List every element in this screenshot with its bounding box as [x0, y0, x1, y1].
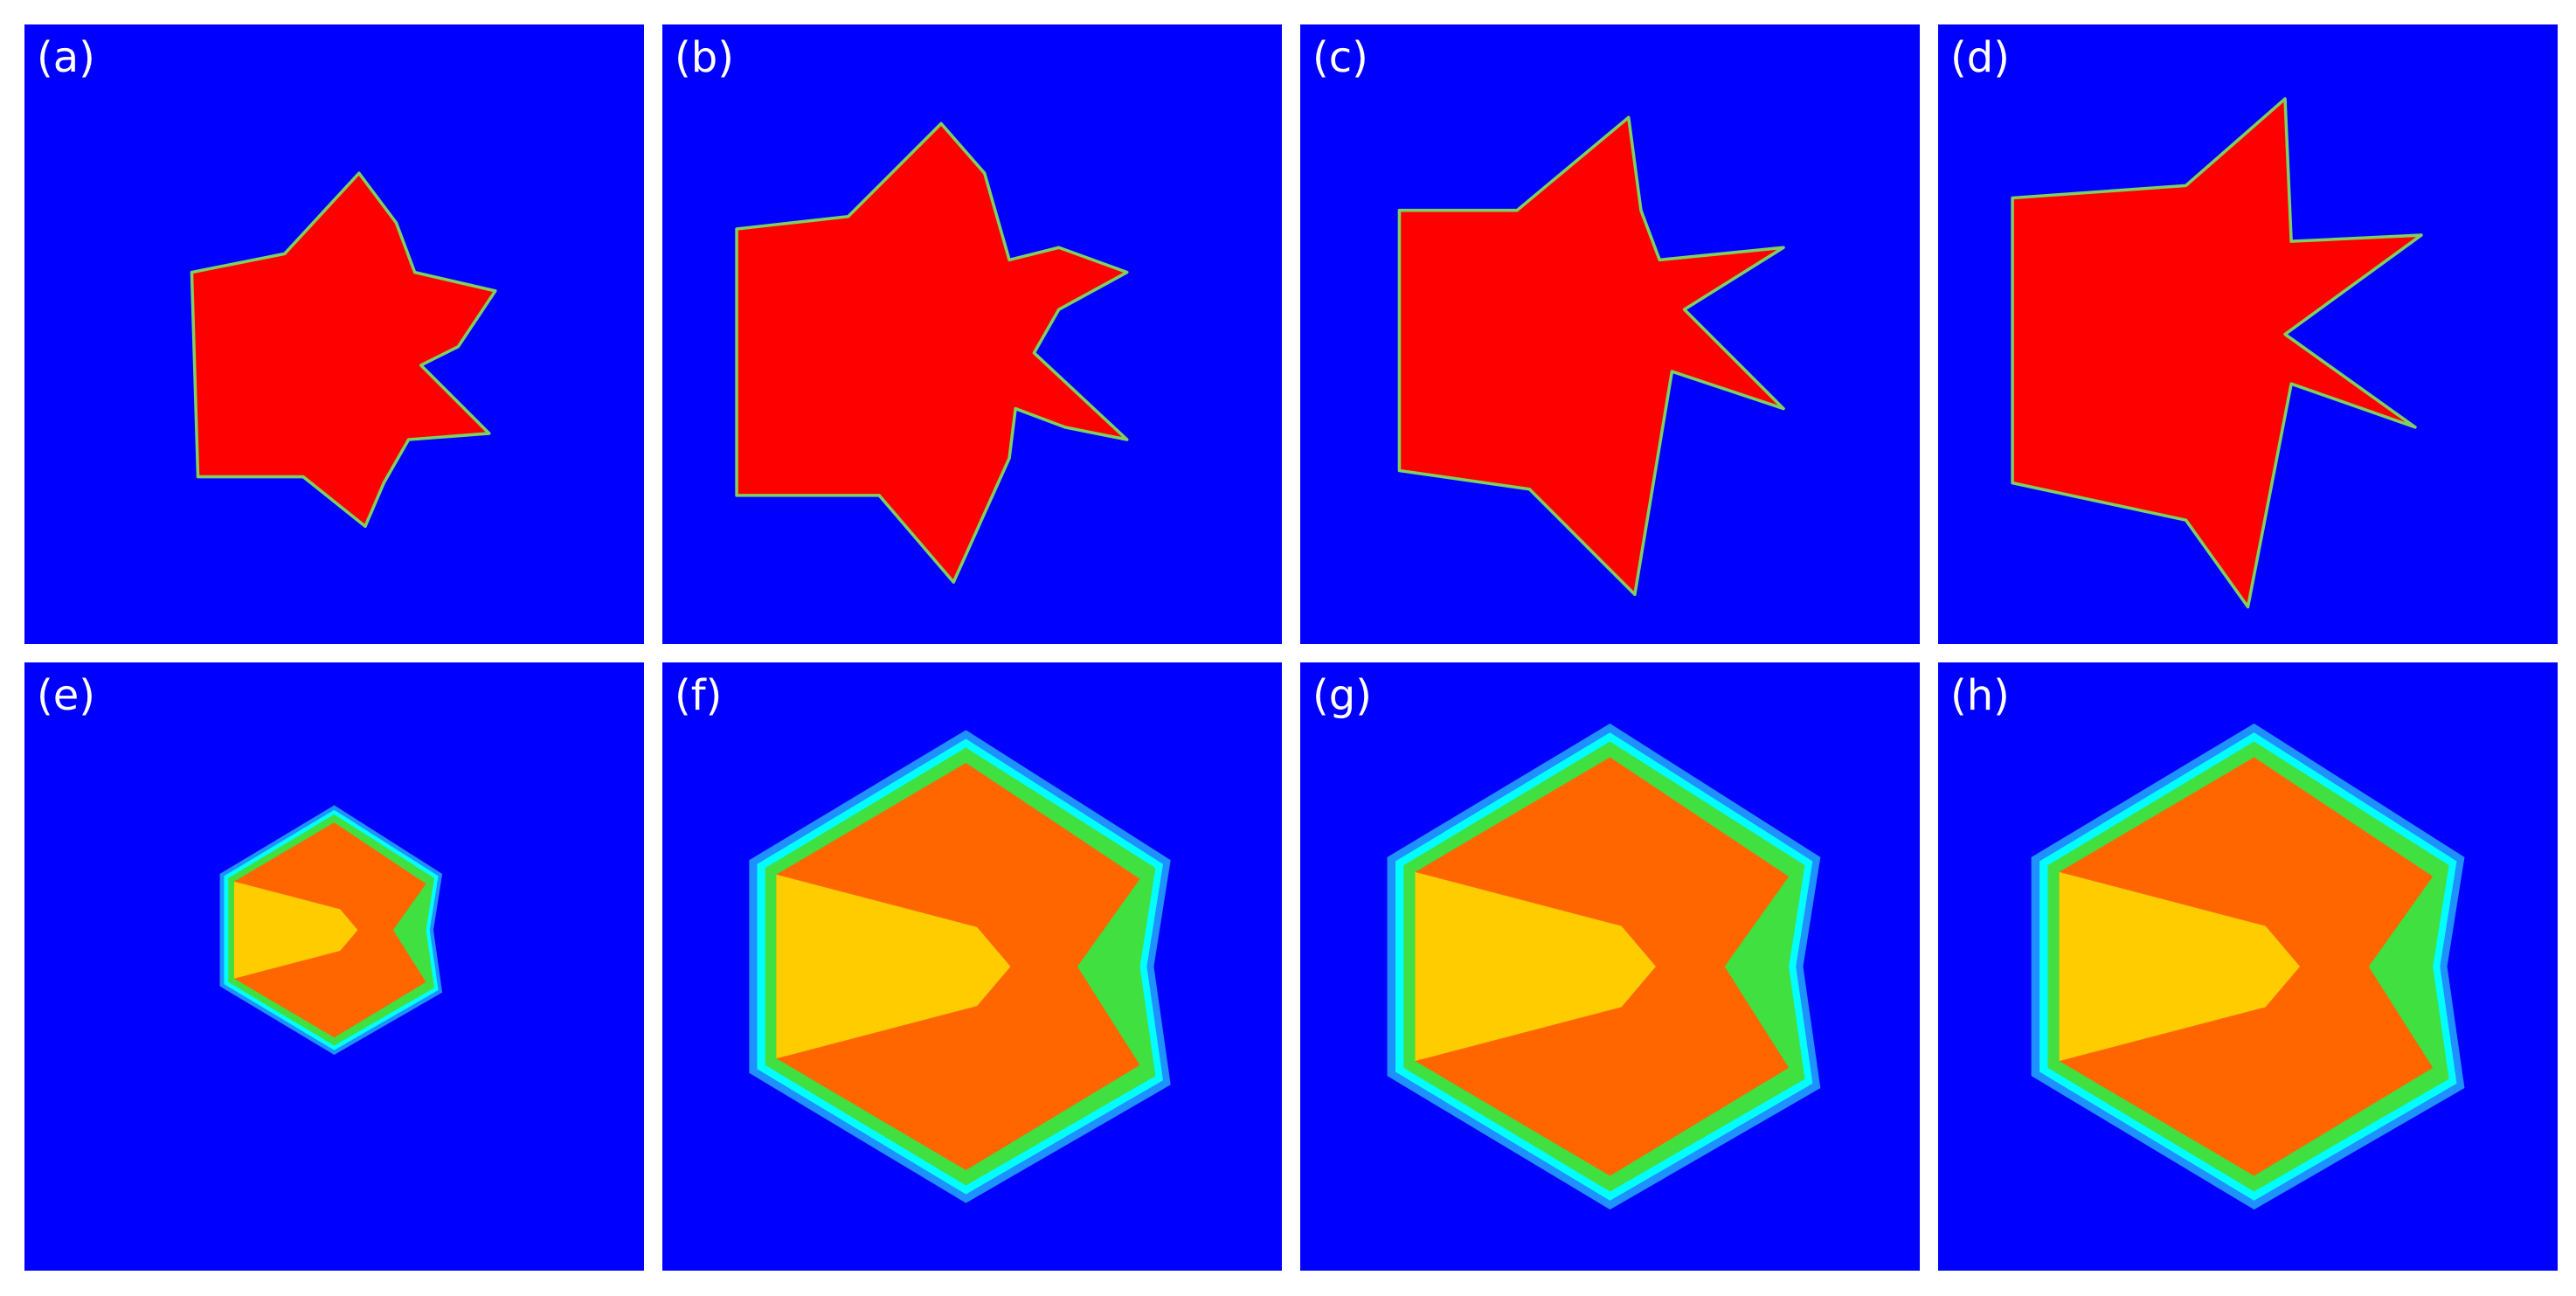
- panel-image: [2011, 97, 2423, 609]
- shape: [190, 171, 497, 529]
- panel-image: [1387, 723, 1821, 1210]
- panel-image: [190, 171, 497, 529]
- panel-label: (d): [1950, 33, 2010, 82]
- panel-image: [219, 805, 443, 1056]
- shape: [1397, 115, 1785, 597]
- panel: (d): [1938, 24, 2558, 644]
- panel: (e): [24, 662, 644, 1271]
- panel: (b): [662, 24, 1282, 644]
- panel-label: (g): [1312, 671, 1372, 720]
- panel-image: [735, 121, 1129, 584]
- panel-image: [1397, 115, 1785, 597]
- panel-image: [2031, 723, 2465, 1210]
- panel-label: (f): [675, 671, 723, 720]
- panel: (h): [1938, 662, 2558, 1271]
- panel: (a): [24, 24, 644, 644]
- panel: (c): [1300, 24, 1920, 644]
- shape: [776, 874, 1011, 1059]
- panel-label: (e): [37, 671, 95, 720]
- shape: [735, 121, 1129, 584]
- panel-image: [749, 730, 1171, 1203]
- shape: [233, 881, 358, 979]
- panel-label: (h): [1950, 671, 2010, 720]
- panel-label: (c): [1312, 33, 1368, 82]
- panel: (g): [1300, 662, 1920, 1271]
- panel: (f): [662, 662, 1282, 1271]
- panel-label: (a): [37, 33, 95, 82]
- shape: [2011, 97, 2423, 609]
- panel-label: (b): [675, 33, 734, 82]
